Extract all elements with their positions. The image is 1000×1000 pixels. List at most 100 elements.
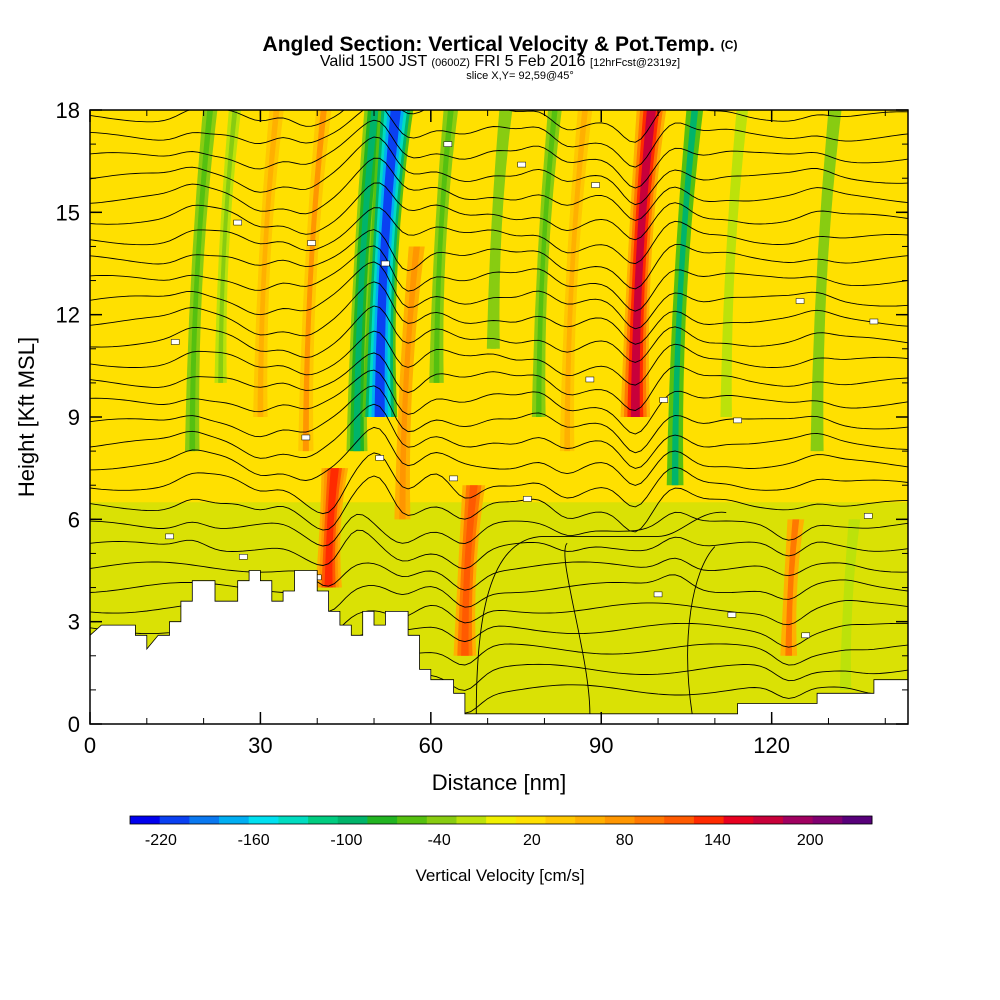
velocity-column-17-level-1 — [814, 110, 838, 452]
colorbar-swatch — [782, 816, 814, 824]
terrain — [90, 570, 908, 724]
theta-contour-26 — [90, 119, 908, 189]
velocity-column-8 — [429, 110, 459, 383]
colorbar-swatch — [456, 816, 487, 824]
y-tick-label: 3 — [68, 610, 80, 635]
colorbar-swatch — [248, 816, 279, 824]
theta-contour-8 — [90, 511, 908, 547]
velocity-column-7 — [394, 246, 425, 520]
terrain-mask — [90, 570, 908, 724]
y-tick-label: 12 — [56, 303, 80, 328]
theta-contour-16 — [90, 330, 908, 386]
theta-contour-29 — [90, 91, 908, 101]
velocity-column-5-level-2 — [353, 110, 379, 452]
colorbar-swatch — [278, 816, 309, 824]
theta-contour-12 — [90, 403, 908, 469]
colorbar-label: 140 — [704, 832, 731, 849]
y-axis-title: Height [Kft MSL] — [14, 337, 39, 497]
theta-contour-label — [443, 141, 453, 147]
colorbar-swatch — [426, 816, 457, 824]
theta-contour-label — [863, 513, 873, 519]
colorbar-swatch — [575, 816, 606, 824]
theta-contour-9 — [90, 475, 908, 533]
theta-contour-label — [449, 475, 458, 482]
colorbar-swatch — [812, 816, 843, 824]
colorbar-title: Vertical Velocity [cm/s] — [415, 866, 584, 885]
colorbar-swatch — [337, 816, 368, 824]
colorbar-label: 20 — [523, 832, 541, 849]
colorbar-swatch — [367, 816, 398, 824]
theta-contour-14 — [90, 369, 908, 435]
theta-contour-21 — [90, 229, 908, 290]
title-block: Angled Section: Vertical Velocity & Pot.… — [0, 34, 1000, 82]
velocity-column-16-level-1 — [785, 519, 800, 656]
y-tick-label: 0 — [68, 712, 80, 737]
theta-contour-label — [170, 339, 180, 345]
theta-contour-label — [239, 554, 248, 560]
colorbar-label: -220 — [145, 832, 177, 849]
theta-contour-label — [517, 161, 526, 168]
velocity-column-9-level-2 — [461, 485, 478, 656]
colorbar-swatch — [634, 816, 665, 824]
x-tick-label: 120 — [753, 733, 790, 758]
colorbar-swatch — [397, 816, 428, 824]
theta-contour-6 — [90, 557, 908, 591]
theta-contour-low-b — [564, 542, 591, 714]
theta-contour-19 — [90, 261, 908, 330]
theta-contour-20 — [90, 245, 908, 312]
colorbar-label: 200 — [797, 832, 824, 849]
colorbar-swatch — [308, 816, 339, 824]
colorbar-swatch — [159, 816, 190, 824]
y-tick-label: 15 — [56, 200, 80, 225]
velocity-column-3-level-1 — [302, 110, 327, 452]
velocity-column-2-level-1 — [257, 110, 280, 417]
theta-contour-22 — [90, 207, 908, 265]
colorbar-swatch — [664, 816, 695, 824]
theta-contour-label — [307, 240, 316, 246]
colorbar-swatch — [693, 816, 725, 824]
theta-contour-11 — [90, 426, 908, 486]
colorbar-swatch — [604, 816, 636, 824]
velocity-column-12 — [559, 110, 593, 452]
theta-contour-label — [653, 591, 663, 598]
velocity-column-18-level-1 — [843, 519, 857, 690]
theta-contour-label — [591, 182, 600, 188]
colorbar-swatch — [486, 816, 517, 824]
colorbar-label: -160 — [238, 832, 270, 849]
velocity-column-3 — [298, 110, 332, 452]
velocity-column-17 — [810, 110, 842, 452]
x-tick-label: 60 — [419, 733, 443, 758]
theta-contour-23 — [90, 182, 908, 241]
colorbar-swatch — [219, 816, 250, 824]
colorbar: -220 -160 -100 -40 20 80 140 200 — [129, 815, 873, 849]
colorbar-swatch — [842, 816, 873, 824]
theta-contour-15 — [90, 352, 908, 411]
velocity-column-18 — [839, 519, 861, 690]
theta-contour-label — [659, 397, 668, 403]
theta-contour-low-c — [687, 546, 716, 714]
theta-contour-label — [585, 376, 595, 383]
y-tick-label: 9 — [68, 405, 80, 430]
velocity-column-9 — [453, 485, 486, 656]
velocity-column-11-level-1 — [536, 110, 558, 417]
theta-contour-18 — [90, 281, 908, 345]
velocity-column-15-level-1 — [723, 110, 745, 417]
x-tick-label: 90 — [589, 733, 613, 758]
theta-contour-label — [523, 496, 532, 502]
colorbar-swatch — [753, 816, 784, 824]
chart-title: Angled Section: Vertical Velocity & Pot.… — [262, 33, 738, 56]
theta-contour-label — [795, 298, 805, 304]
colorbar-swatch — [545, 816, 576, 824]
theta-contour-27 — [90, 110, 908, 168]
colorbar-frame — [129, 815, 873, 825]
theta-contour-label — [301, 434, 311, 441]
theta-contour-label — [233, 219, 242, 226]
velocity-column-1 — [214, 110, 242, 383]
theta-contours — [90, 91, 908, 714]
colorbar-swatch — [515, 816, 547, 824]
theta-contour-low-a — [475, 511, 727, 714]
velocity-column-8-level-1 — [433, 110, 454, 383]
theta-contour-7 — [90, 529, 908, 570]
y-tick-label: 6 — [68, 507, 80, 532]
